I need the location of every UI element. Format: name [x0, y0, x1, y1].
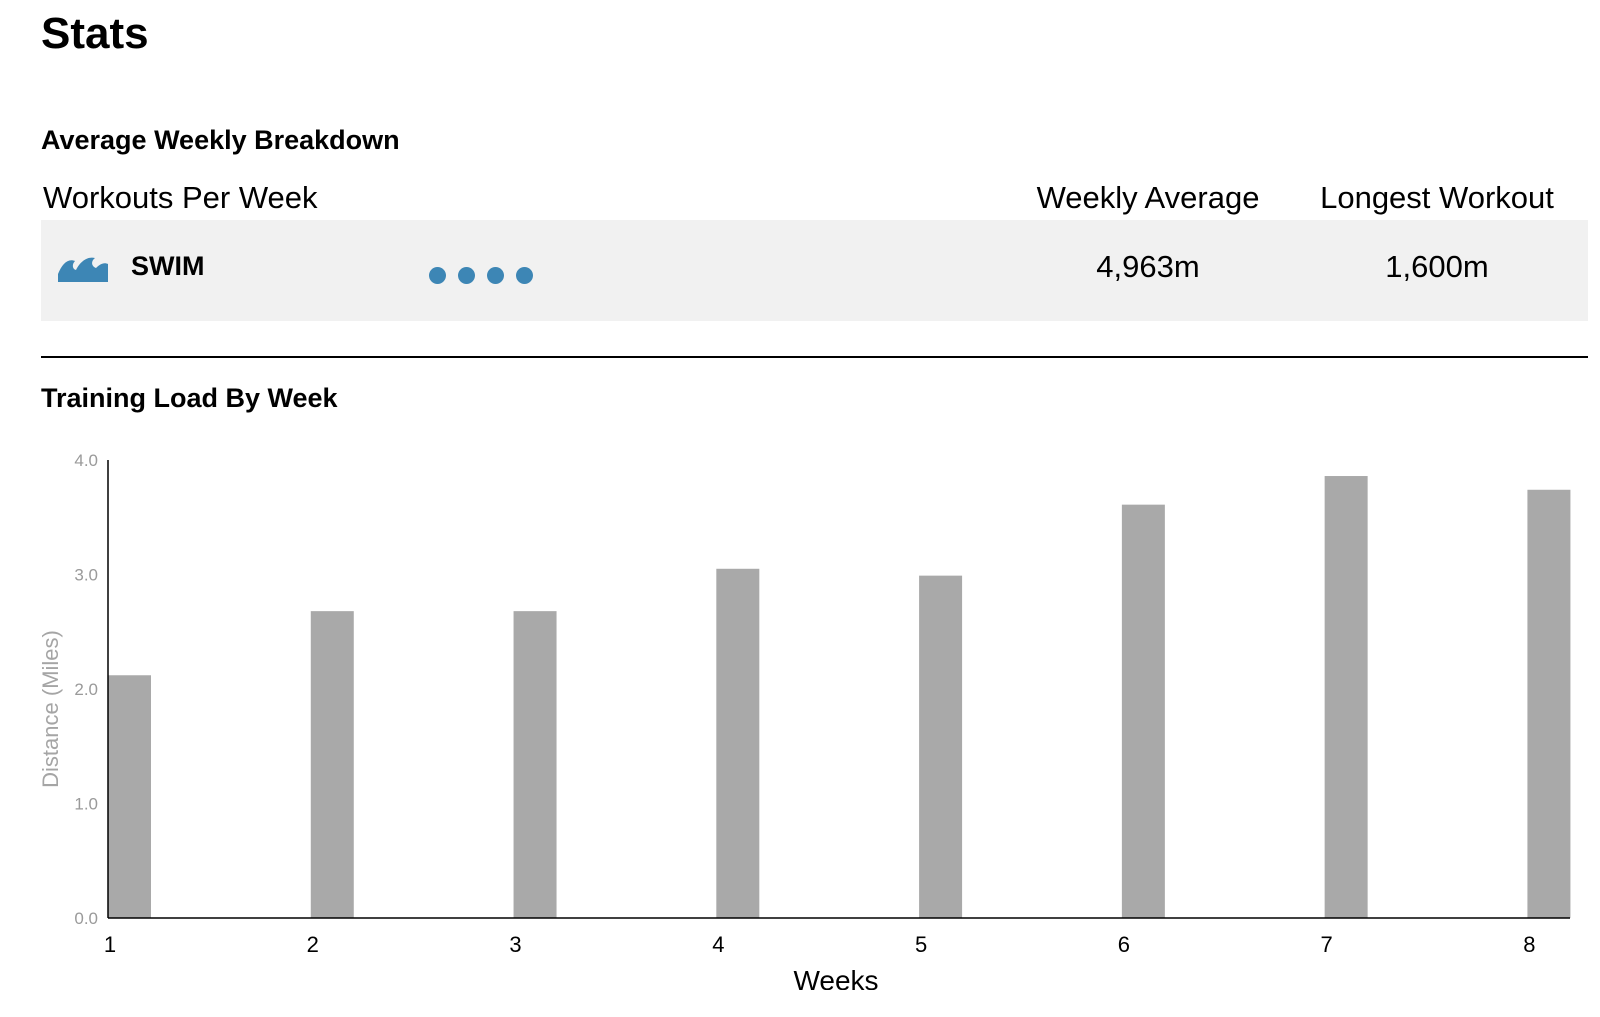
- wave-icon: [58, 257, 108, 282]
- x-axis-title: Weeks: [793, 965, 878, 990]
- longest-workout-value: 1,600m: [1385, 249, 1489, 284]
- page-title: Stats: [41, 9, 149, 58]
- y-tick-label: 1.0: [74, 795, 98, 814]
- y-tick-labels: 0.0 1.0 2.0 3.0 4.0: [74, 451, 98, 928]
- workouts-per-week-header: Workouts Per Week: [43, 180, 318, 215]
- bar-week-2: [310, 611, 354, 918]
- x-tick-label: 7: [1321, 932, 1333, 957]
- sport-row-swim: SWIM 4,963m 1,600m: [41, 220, 1588, 321]
- x-tick-label: 2: [307, 932, 319, 957]
- workout-dot: [429, 267, 446, 284]
- bar-week-5: [919, 575, 963, 918]
- y-tick-label: 3.0: [74, 566, 98, 585]
- training-load-chart: 0.0 1.0 2.0 3.0 4.0 1 2 3 4 5 6 7 8 Distance (Miles…: [38, 451, 1571, 990]
- workout-dot: [516, 267, 533, 284]
- longest-workout-header: Longest Workout: [1320, 180, 1554, 215]
- chart-bars: [108, 476, 1571, 918]
- x-tick-label: 5: [915, 932, 927, 957]
- weekly-average-header: Weekly Average: [1036, 180, 1260, 215]
- x-tick-label: 8: [1523, 932, 1535, 957]
- x-tick-label: 4: [712, 932, 724, 957]
- sport-name: SWIM: [131, 251, 205, 281]
- workout-dot: [458, 267, 475, 284]
- bar-week-3: [513, 611, 557, 918]
- x-tick-label: 3: [509, 932, 521, 957]
- bar-week-6: [1121, 504, 1165, 918]
- bar-week-7: [1324, 476, 1368, 918]
- workouts-per-week-dots: [429, 267, 533, 284]
- x-tick-labels: 1 2 3 4 5 6 7 8: [104, 932, 1536, 957]
- y-tick-label: 2.0: [74, 680, 98, 699]
- y-tick-label: 0.0: [74, 909, 98, 928]
- workout-dot: [487, 267, 504, 284]
- training-load-title: Training Load By Week: [41, 383, 338, 413]
- breakdown-title: Average Weekly Breakdown: [41, 125, 400, 155]
- bar-week-8: [1527, 489, 1571, 918]
- y-axis-title: Distance (Miles): [38, 630, 63, 788]
- x-tick-label: 1: [104, 932, 116, 957]
- x-tick-label: 6: [1118, 932, 1130, 957]
- y-tick-label: 4.0: [74, 451, 98, 470]
- section-divider: [41, 356, 1588, 358]
- bar-week-4: [716, 568, 760, 918]
- bar-week-1: [108, 675, 151, 918]
- weekly-average-value: 4,963m: [1096, 249, 1200, 284]
